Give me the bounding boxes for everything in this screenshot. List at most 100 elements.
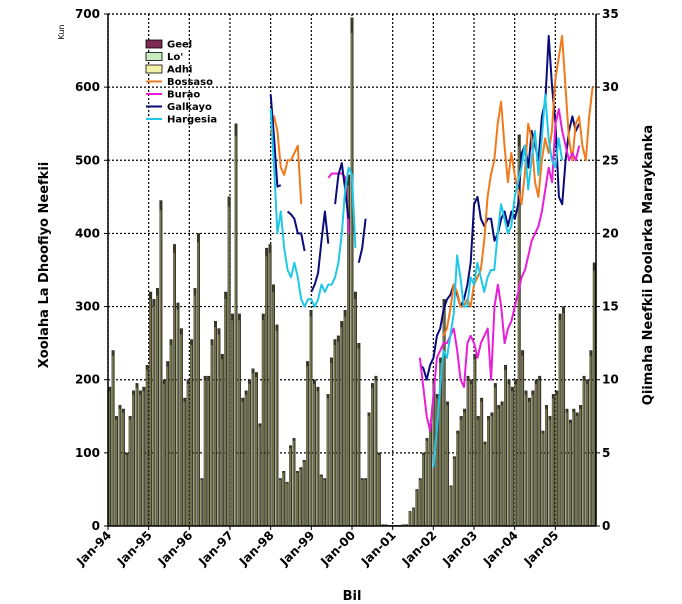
bar-adhi	[234, 135, 237, 527]
export-bar	[241, 397, 245, 527]
bar-adhi	[343, 316, 346, 526]
bar-adhi	[145, 369, 148, 526]
export-bar	[367, 412, 371, 527]
export-bar	[176, 302, 180, 527]
bar-adhi	[197, 242, 199, 526]
legend-label: Bossaso	[167, 77, 213, 88]
export-bar	[237, 313, 241, 527]
export-bar	[452, 456, 456, 527]
left-tick-label: 0	[92, 519, 100, 533]
export-bar	[562, 306, 566, 527]
export-bar	[183, 397, 187, 527]
right-tick-label: 0	[602, 519, 610, 533]
export-bar	[551, 394, 555, 527]
export-bar	[234, 123, 238, 527]
bar-adhi	[340, 327, 343, 526]
bar-adhi	[442, 306, 445, 526]
left-tick-label: 400	[75, 226, 100, 240]
export-bar	[224, 291, 228, 527]
bar-adhi	[497, 408, 500, 526]
x-tick-label: Jan-03	[439, 528, 480, 569]
bar-adhi	[217, 334, 220, 526]
bar-adhi	[186, 384, 189, 526]
export-bar	[466, 375, 470, 527]
export-bar	[524, 390, 528, 527]
bar-adhi	[285, 483, 288, 526]
export-bar	[227, 196, 231, 527]
legend-item: Bossaso	[146, 77, 213, 88]
bar-adhi	[569, 423, 571, 526]
right-axis-title: Qiimaha Neefkii Doolarka Maraykanka	[641, 125, 656, 405]
export-bar	[500, 401, 504, 527]
export-bar	[210, 339, 214, 527]
export-bar	[132, 390, 136, 527]
bar-adhi	[473, 359, 476, 526]
bars	[108, 17, 596, 527]
bar-adhi	[176, 309, 179, 526]
bar-adhi	[203, 380, 206, 526]
bar-adhi	[333, 345, 336, 526]
series-galkayo-line	[269, 94, 282, 188]
export-bar	[371, 383, 374, 527]
export-bar	[446, 401, 450, 527]
export-bar	[108, 386, 112, 527]
export-bar	[463, 408, 467, 527]
bar-adhi	[268, 252, 271, 526]
bar-adhi	[135, 387, 138, 526]
bar-adhi	[511, 391, 513, 526]
export-bar	[272, 284, 275, 527]
bar-adhi	[337, 341, 339, 526]
export-bar	[138, 390, 142, 527]
export-bar	[115, 416, 118, 527]
bar-adhi	[306, 366, 309, 526]
export-bar	[261, 313, 265, 527]
x-tick-label: Jan-99	[277, 528, 318, 569]
export-bar	[162, 379, 166, 527]
bar-adhi	[309, 316, 312, 526]
bar-adhi	[261, 320, 264, 526]
bar-adhi	[142, 391, 145, 526]
export-bar	[196, 233, 200, 527]
export-bar	[203, 375, 207, 527]
bar-adhi	[425, 440, 428, 526]
bar-adhi	[313, 384, 315, 526]
bar-adhi	[159, 210, 162, 526]
bar-adhi	[265, 256, 268, 526]
export-bar	[422, 452, 426, 527]
right-tick-label: 25	[602, 153, 619, 167]
export-bar	[531, 390, 535, 527]
export-bar	[469, 379, 473, 527]
series-galkayo-line	[357, 218, 367, 263]
bar-adhi	[214, 327, 217, 526]
left-axis-ticks: 0 100 200 300 400 500 600 700	[75, 7, 108, 533]
x-tick-label: Jan-97	[195, 528, 236, 569]
bar-adhi	[156, 295, 158, 526]
export-bar	[411, 507, 415, 527]
export-bar	[473, 353, 477, 527]
export-bar	[128, 416, 132, 527]
export-bar	[159, 200, 163, 527]
series-bossaso-line	[269, 115, 303, 205]
export-bar	[575, 412, 579, 527]
bar-adhi	[528, 401, 530, 526]
bar-adhi	[565, 412, 568, 526]
export-bar	[350, 17, 354, 527]
bar-adhi	[377, 455, 380, 526]
bar-adhi	[579, 408, 582, 526]
x-tick-label: Jan-01	[358, 528, 399, 569]
legend-label: Lo'	[167, 52, 183, 63]
export-bar	[275, 324, 279, 527]
export-bar	[572, 408, 576, 527]
export-bar	[493, 383, 497, 527]
export-bar	[336, 335, 340, 527]
series-galkayo-line	[286, 210, 306, 252]
bar-adhi	[200, 479, 203, 526]
bar-adhi	[534, 384, 537, 526]
bar-adhi	[282, 472, 285, 526]
legend-swatch	[145, 39, 163, 49]
export-bar	[156, 288, 159, 527]
bar-adhi	[538, 380, 541, 526]
price-lines	[269, 34, 594, 468]
right-axis-ticks: 0 5 10 15 20 25 30 35	[596, 7, 619, 533]
export-bar	[545, 405, 548, 527]
